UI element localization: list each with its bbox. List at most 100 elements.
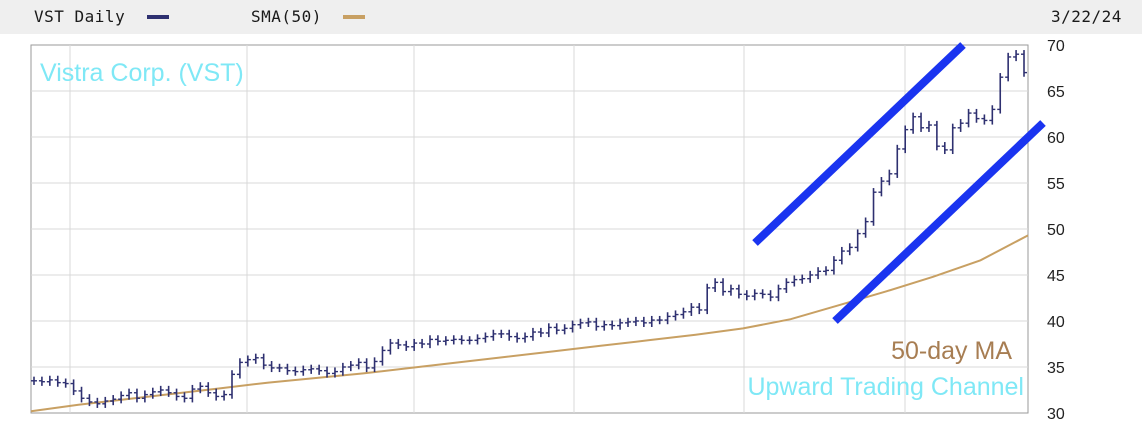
y-tick-label: 65 — [1047, 84, 1065, 101]
legend-bar: VST Daily SMA(50) 3/22/24 — [0, 0, 1142, 34]
price-bar — [102, 396, 109, 408]
chart-date: 3/22/24 — [1051, 7, 1122, 26]
price-bar — [846, 243, 853, 256]
price-bar — [331, 367, 338, 378]
price-bar — [94, 397, 101, 408]
price-bar — [62, 378, 69, 388]
price-bar — [419, 338, 426, 349]
price-bar — [830, 256, 837, 275]
price-bar — [1005, 52, 1012, 82]
price-bar — [704, 283, 711, 315]
price-bar — [625, 317, 631, 327]
price-bar — [244, 355, 251, 367]
price-bar — [791, 275, 798, 287]
price-bar — [498, 329, 505, 339]
price-bar — [221, 390, 228, 401]
grid-lines — [31, 45, 1028, 413]
price-bar — [363, 358, 370, 373]
price-bar — [371, 357, 378, 373]
price-bar — [720, 278, 727, 296]
sma-legend-swatch — [343, 15, 365, 19]
y-tick-label: 60 — [1047, 130, 1065, 147]
price-bar — [347, 361, 354, 372]
price-bar — [751, 289, 758, 301]
price-bar — [878, 177, 885, 197]
price-bar — [308, 364, 315, 374]
y-tick-label: 70 — [1047, 38, 1065, 55]
price-bar — [815, 267, 822, 280]
price-bar — [617, 318, 624, 330]
price-bar — [957, 119, 964, 132]
price-bar — [268, 361, 275, 373]
price-bar — [260, 353, 267, 370]
price-bar — [229, 370, 235, 399]
price-bar — [181, 392, 188, 403]
price-bar — [561, 324, 568, 335]
price-bar — [110, 395, 117, 406]
price-bar — [680, 307, 687, 319]
trading-channel — [752, 42, 1046, 324]
channel-lower-line — [832, 120, 1046, 324]
price-bar — [157, 385, 164, 396]
price-bar — [205, 382, 212, 397]
y-tick-label: 45 — [1047, 268, 1065, 285]
price-bar — [902, 125, 909, 154]
price-bar — [989, 105, 996, 125]
series-legend-label: VST Daily — [34, 7, 126, 26]
price-bar — [165, 385, 172, 397]
price-bar — [672, 310, 679, 321]
price-bar — [31, 376, 37, 385]
price-bar — [569, 320, 576, 333]
y-tick-label: 30 — [1047, 406, 1065, 423]
price-bar — [118, 391, 125, 404]
price-bar — [78, 386, 85, 403]
price-bar — [973, 108, 980, 123]
price-bar — [712, 278, 719, 293]
price-bar — [387, 338, 394, 355]
series-legend-swatch — [147, 15, 169, 19]
price-bar — [918, 112, 925, 132]
price-bar — [284, 363, 291, 375]
price-bar — [601, 320, 608, 331]
price-bar — [1021, 50, 1027, 77]
price-bar — [300, 365, 307, 376]
price-bar — [648, 315, 655, 327]
price-bar — [838, 246, 845, 265]
y-tick-label: 50 — [1047, 222, 1065, 239]
price-bar — [236, 358, 243, 379]
price-bar — [482, 332, 489, 343]
price-bar — [70, 379, 77, 396]
price-bar — [395, 338, 402, 350]
price-bar — [474, 334, 481, 345]
ma-annotation: 50-day MA — [891, 337, 1012, 365]
price-bar — [593, 317, 600, 331]
sma-legend-label: SMA(50) — [251, 7, 322, 26]
price-bar — [126, 388, 133, 400]
price-bar — [823, 266, 829, 276]
price-bar — [941, 142, 948, 155]
price-bar — [86, 394, 93, 407]
price-bar — [490, 329, 497, 341]
price-bar — [46, 375, 53, 386]
price-bar — [894, 144, 901, 178]
y-axis: 70 65 60 55 50 45 40 35 30 — [1047, 38, 1065, 423]
price-bar — [316, 364, 323, 375]
price-bar — [688, 303, 695, 316]
price-bar — [411, 338, 418, 351]
price-bar — [173, 388, 180, 401]
price-bar — [743, 290, 750, 301]
price-bar — [854, 229, 861, 252]
y-tick-label: 40 — [1047, 314, 1065, 331]
price-bar — [537, 327, 544, 338]
price-bar — [640, 316, 647, 327]
price-bar — [585, 317, 592, 327]
price-bar — [514, 332, 521, 343]
price-bar — [324, 366, 331, 378]
price-bar — [197, 382, 204, 394]
price-bar — [379, 346, 386, 366]
price-bar — [783, 278, 790, 293]
price-bar — [54, 375, 61, 387]
price-bar — [458, 335, 465, 345]
price-bar — [775, 284, 782, 302]
